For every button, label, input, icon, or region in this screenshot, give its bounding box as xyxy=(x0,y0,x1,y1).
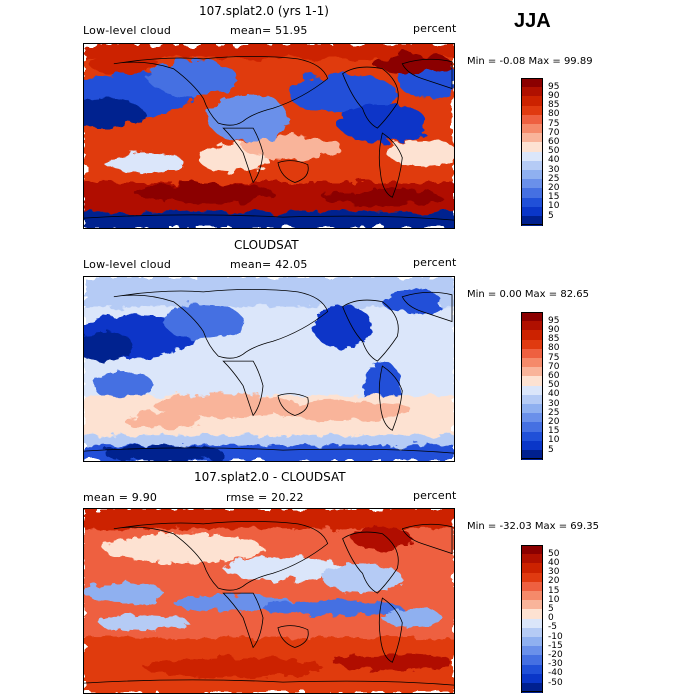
panel-2-variable-label: Low-level cloud xyxy=(83,258,172,271)
colorbar-tick-label: 10 xyxy=(548,594,560,605)
panel-3-coastlines xyxy=(84,520,454,686)
panel-1-field xyxy=(84,44,454,228)
panel-2-title: CLOUDSAT xyxy=(234,238,299,252)
colorbar-tick-label: 70 xyxy=(548,127,560,138)
colorbar-frame xyxy=(521,545,543,693)
panel-1-variable-label: Low-level cloud xyxy=(83,24,172,37)
colorbar-tick-label: 20 xyxy=(548,416,560,427)
colorbar-tick-label: 90 xyxy=(548,324,560,335)
colorbar-tick-label: 10 xyxy=(548,201,560,212)
panel-1-coastlines xyxy=(84,55,454,221)
colorbar-tick-label: 25 xyxy=(548,173,560,184)
colorbar-tick-label: 90 xyxy=(548,90,560,101)
panel-1-minmax: Min = -0.08 Max = 99.89 xyxy=(467,56,593,67)
panel-3-minmax: Min = -32.03 Max = 69.35 xyxy=(467,521,599,532)
colorbar-tick-label: 75 xyxy=(548,118,560,129)
colorbar-tick-label: -50 xyxy=(548,677,563,688)
colorbar-tick-label: 40 xyxy=(548,155,560,166)
panel-3-field xyxy=(84,509,454,693)
panel-3-mean-label: mean = 9.90 xyxy=(83,491,158,504)
colorbar-tick-label: 25 xyxy=(548,407,560,418)
colorbar-tick-label: -40 xyxy=(548,668,563,679)
colorbar-tick-label: 15 xyxy=(548,192,560,203)
colorbar-tick-label: -10 xyxy=(548,631,563,642)
panel-1-map xyxy=(83,43,455,229)
panel-2-coastlines xyxy=(84,288,454,454)
season-label: JJA xyxy=(514,10,551,32)
colorbar-tick-label: 20 xyxy=(548,182,560,193)
colorbar-tick-label: -15 xyxy=(548,640,563,651)
panel-2-map-svg xyxy=(84,277,454,461)
colorbar-tick-label: 95 xyxy=(548,315,560,326)
panel-1-map-svg xyxy=(84,44,454,228)
panel-2-mean-label: mean= 42.05 xyxy=(230,258,308,271)
colorbar-tick-label: 80 xyxy=(548,343,560,354)
colorbar-tick-label: 85 xyxy=(548,334,560,345)
panel-3-units-label: percent xyxy=(413,489,457,502)
panel-1-title: 107.splat2.0 (yrs 1-1) xyxy=(199,4,329,18)
panel-1-units-label: percent xyxy=(413,22,457,35)
colorbar-tick-label: 15 xyxy=(548,585,560,596)
panel-1-mean-label: mean= 51.95 xyxy=(230,24,308,37)
panel-3-map-svg xyxy=(84,509,454,693)
panel-2-minmax: Min = 0.00 Max = 82.65 xyxy=(467,289,589,300)
colorbar-tick-label: 30 xyxy=(548,164,560,175)
colorbar-tick-label: 50 xyxy=(548,146,560,157)
colorbar-tick-label: 20 xyxy=(548,576,560,587)
panel-2-map xyxy=(83,276,455,462)
colorbar-tick-label: 10 xyxy=(548,435,560,446)
colorbar-tick-label: 80 xyxy=(548,109,560,120)
panel-2-field xyxy=(84,277,454,461)
panel-3-title: 107.splat2.0 - CLOUDSAT xyxy=(194,470,346,484)
colorbar-tick-label: 50 xyxy=(548,548,560,559)
colorbar-tick-label: 70 xyxy=(548,361,560,372)
colorbar-tick-label: -30 xyxy=(548,659,563,670)
colorbar-tick-label: 0 xyxy=(548,613,554,624)
colorbar-tick-label: 85 xyxy=(548,100,560,111)
colorbar-tick-label: 40 xyxy=(548,557,560,568)
colorbar-frame xyxy=(521,78,543,226)
colorbar-tick-label: 15 xyxy=(548,426,560,437)
colorbar-tick-label: 40 xyxy=(548,389,560,400)
panel-3-rmse-label: rmse = 20.22 xyxy=(226,491,304,504)
colorbar-tick-label: 60 xyxy=(548,370,560,381)
colorbar-tick-label: 60 xyxy=(548,136,560,147)
panel-2-units-label: percent xyxy=(413,256,457,269)
colorbar-tick-label: 95 xyxy=(548,81,560,92)
colorbar-tick-label: -5 xyxy=(548,622,557,633)
colorbar-tick-label: 30 xyxy=(548,567,560,578)
colorbar-tick-label: 30 xyxy=(548,398,560,409)
colorbar-tick-label: 75 xyxy=(548,352,560,363)
colorbar-tick-label: 5 xyxy=(548,444,554,455)
colorbar-tick-label: 5 xyxy=(548,210,554,221)
colorbar-tick-label: -20 xyxy=(548,649,563,660)
colorbar-frame xyxy=(521,312,543,460)
colorbar-tick-label: 5 xyxy=(548,603,554,614)
colorbar-tick-label: 50 xyxy=(548,380,560,391)
panel-3-map xyxy=(83,508,455,694)
